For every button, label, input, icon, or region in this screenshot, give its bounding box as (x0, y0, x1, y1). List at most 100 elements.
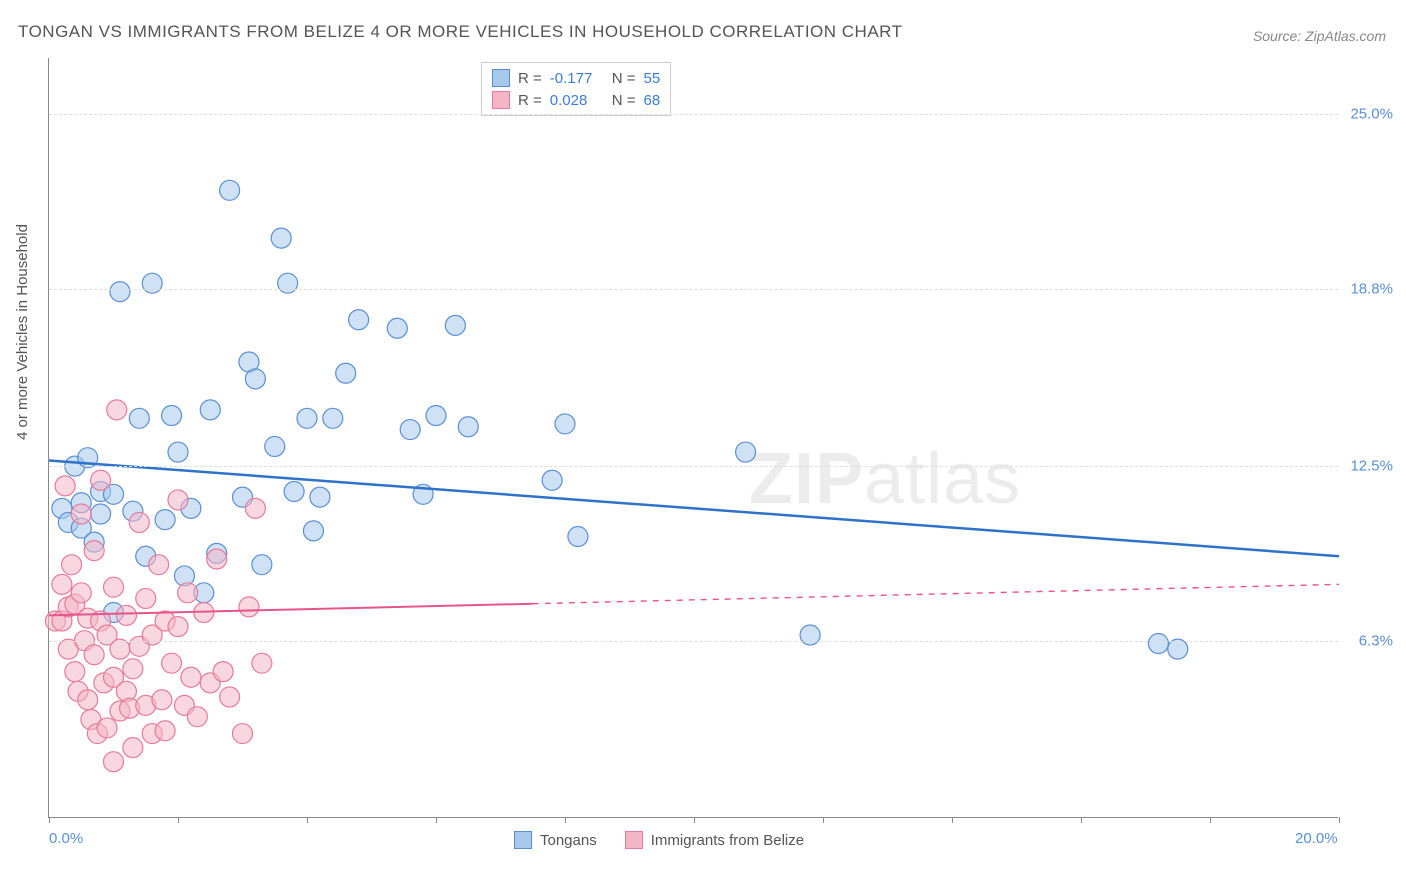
legend-stat-row: R =0.028N =68 (492, 89, 660, 111)
data-point (129, 512, 149, 532)
x-tick (178, 817, 179, 823)
data-point (168, 442, 188, 462)
data-point (736, 442, 756, 462)
data-point (110, 639, 130, 659)
data-point (278, 273, 298, 293)
scatter-svg (49, 58, 1338, 817)
data-point (555, 414, 575, 434)
data-point (104, 752, 124, 772)
x-axis-label: 20.0% (1295, 830, 1338, 847)
gridline (49, 114, 1338, 115)
data-point (284, 481, 304, 501)
x-tick (823, 817, 824, 823)
legend-statistics: R =-0.177N =55R =0.028N =68 (481, 62, 671, 116)
trend-line (49, 461, 1339, 557)
data-point (220, 180, 240, 200)
data-point (104, 577, 124, 597)
data-point (245, 369, 265, 389)
data-point (162, 653, 182, 673)
correlation-chart: TONGAN VS IMMIGRANTS FROM BELIZE 4 OR MO… (0, 0, 1406, 892)
data-point (800, 625, 820, 645)
data-point (123, 659, 143, 679)
gridline (49, 466, 1338, 467)
trend-line-dashed (533, 584, 1339, 603)
data-point (123, 738, 143, 758)
legend-swatch (625, 831, 643, 849)
data-point (1168, 639, 1188, 659)
data-point (336, 363, 356, 383)
data-point (152, 690, 172, 710)
data-point (65, 662, 85, 682)
data-point (252, 653, 272, 673)
data-point (245, 498, 265, 518)
data-point (200, 400, 220, 420)
data-point (168, 617, 188, 637)
chart-title: TONGAN VS IMMIGRANTS FROM BELIZE 4 OR MO… (18, 22, 903, 42)
legend-stat-row: R = -0.177 N = 55 (492, 67, 660, 89)
data-point (142, 273, 162, 293)
x-tick (307, 817, 308, 823)
data-point (55, 476, 75, 496)
data-point (233, 724, 253, 744)
x-tick (952, 817, 953, 823)
data-point (187, 707, 207, 727)
n-value: 68 (644, 92, 661, 109)
data-point (155, 510, 175, 530)
r-value: 0.028 (550, 92, 604, 109)
y-tick-label: 25.0% (1350, 106, 1393, 123)
data-point (239, 597, 259, 617)
n-label: N = (612, 70, 636, 87)
r-value: -0.177 (550, 70, 604, 87)
x-tick (49, 817, 50, 823)
data-point (400, 420, 420, 440)
x-tick (1339, 817, 1340, 823)
data-point (271, 228, 291, 248)
legend-series-label: Immigrants from Belize (651, 832, 804, 849)
data-point (220, 687, 240, 707)
data-point (168, 490, 188, 510)
data-point (323, 408, 343, 428)
legend-swatch (492, 91, 510, 109)
legend-series-item: Tongans (514, 831, 597, 849)
x-tick (694, 817, 695, 823)
source-attribution: Source: ZipAtlas.com (1253, 28, 1386, 44)
data-point (445, 315, 465, 335)
data-point (71, 583, 91, 603)
data-point (129, 408, 149, 428)
data-point (91, 504, 111, 524)
y-tick-label: 6.3% (1359, 632, 1393, 649)
data-point (149, 555, 169, 575)
y-tick-label: 18.8% (1350, 280, 1393, 297)
r-label: R = (518, 70, 542, 87)
data-point (84, 541, 104, 561)
data-point (568, 527, 588, 547)
data-point (252, 555, 272, 575)
data-point (349, 310, 369, 330)
data-point (1148, 633, 1168, 653)
data-point (297, 408, 317, 428)
data-point (387, 318, 407, 338)
data-point (458, 417, 478, 437)
legend-swatch (492, 69, 510, 87)
data-point (542, 470, 562, 490)
data-point (303, 521, 323, 541)
x-tick (565, 817, 566, 823)
data-point (207, 549, 227, 569)
n-value: 55 (644, 70, 661, 87)
legend-series-label: Tongans (540, 832, 597, 849)
data-point (310, 487, 330, 507)
x-tick (436, 817, 437, 823)
data-point (162, 405, 182, 425)
data-point (265, 436, 285, 456)
data-point (62, 555, 82, 575)
gridline (49, 289, 1338, 290)
legend-swatch (514, 831, 532, 849)
data-point (110, 282, 130, 302)
y-axis-label: 4 or more Vehicles in Household (14, 224, 31, 440)
data-point (155, 721, 175, 741)
r-label: R = (518, 92, 542, 109)
data-point (181, 667, 201, 687)
plot-area: ZIPatlas R =-0.177N =55R =0.028N =68 Ton… (48, 58, 1338, 818)
data-point (71, 504, 91, 524)
data-point (107, 400, 127, 420)
